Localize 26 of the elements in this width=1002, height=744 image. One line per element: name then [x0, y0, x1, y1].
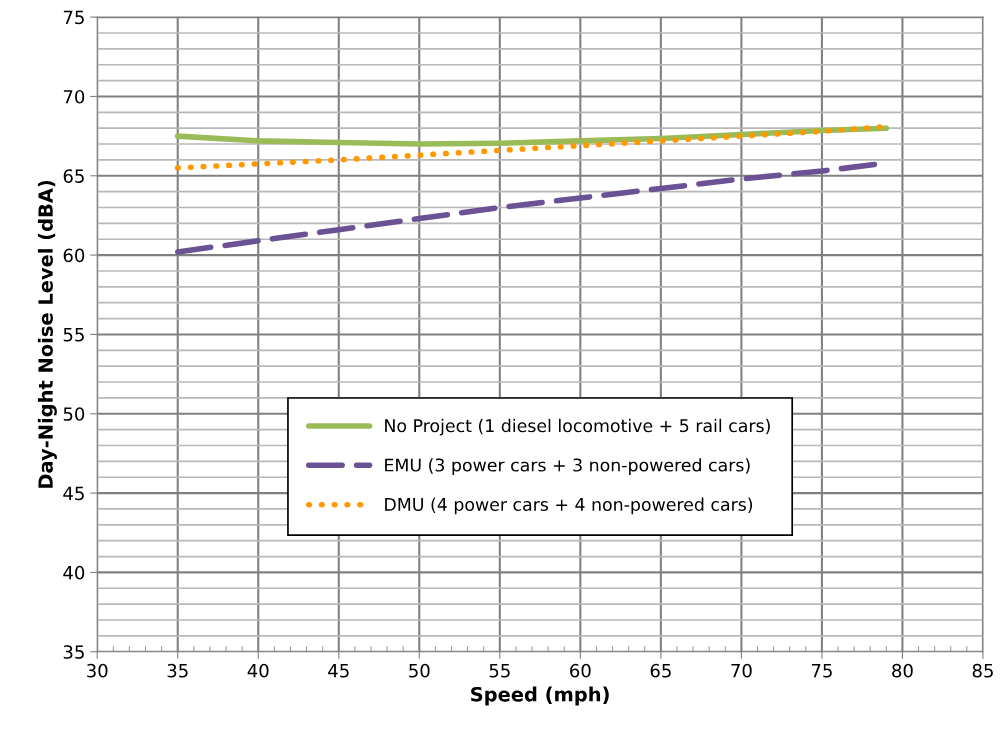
y-tick-label: 50 [63, 407, 85, 421]
x-tick-label: 65 [650, 663, 671, 678]
y-tick-label: 55 [63, 328, 84, 342]
legend-label: No Project (1 diesel locomotive + 5 rail cars) [385, 418, 770, 436]
legend-label: EMU (3 power cars + 3 non-powered cars) [385, 458, 750, 475]
x-tick-label: 40 [247, 663, 269, 678]
y-axis-title: Day-Night Noise Level (dBA) [37, 180, 57, 488]
y-tick-label: 60 [63, 248, 85, 263]
x-tick-label: 45 [328, 664, 349, 678]
x-tick-label: 75 [811, 664, 832, 678]
x-tick-label: 30 [87, 663, 108, 678]
y-tick-label: 75 [63, 10, 84, 25]
y-tick-label: 70 [63, 89, 85, 104]
legend-label: DMU (4 power cars + 4 non-powered cars) [385, 497, 753, 515]
x-tick-label: 80 [892, 663, 913, 678]
x-tick-label: 50 [409, 663, 430, 678]
x-axis-title: Speed (mph) [471, 686, 609, 706]
y-tick-label: 65 [63, 169, 84, 183]
x-tick-label: 85 [972, 663, 993, 678]
x-tick-label: 60 [570, 663, 591, 678]
x-tick-label: 70 [731, 663, 752, 678]
y-tick-label: 35 [63, 645, 84, 659]
x-tick-label: 35 [167, 663, 188, 678]
x-tick-label: 55 [489, 664, 510, 678]
y-tick-label: 40 [63, 565, 85, 580]
y-tick-label: 45 [63, 486, 84, 501]
